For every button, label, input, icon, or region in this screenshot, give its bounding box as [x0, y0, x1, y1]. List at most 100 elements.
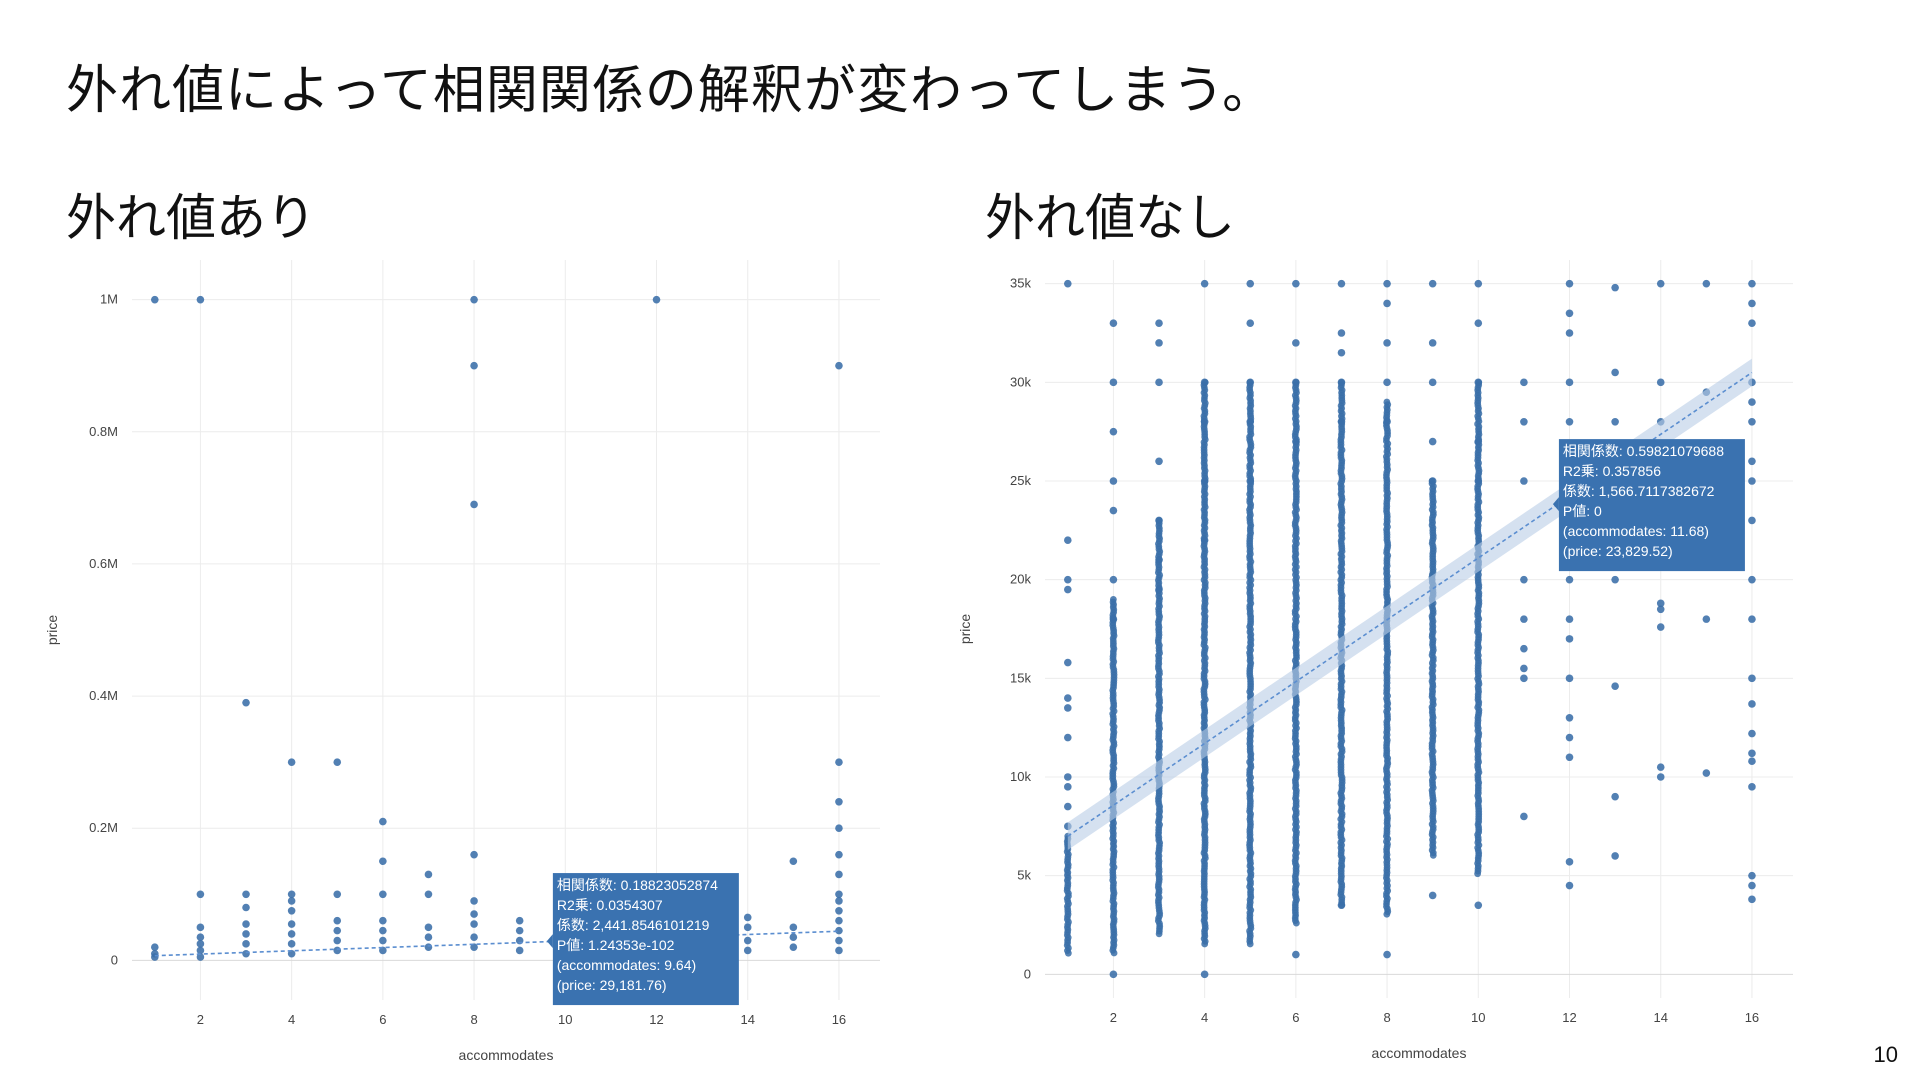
regression-tooltip: 相関係数: 0.59821079688 R2乗: 0.357856 係数: 1,56…	[1552, 439, 1745, 572]
x-tick-label: 10	[558, 1012, 572, 1027]
data-point	[1748, 299, 1756, 308]
panel-heading-without-outliers: 外れ値なし	[985, 189, 1235, 247]
data-point	[1520, 418, 1528, 426]
x-tick-label: 6	[1292, 1010, 1299, 1025]
data-point	[287, 897, 296, 905]
data-point	[1656, 605, 1665, 614]
data-point	[1200, 279, 1209, 288]
data-point	[1474, 279, 1483, 288]
data-point	[1565, 881, 1574, 890]
x-tick-label: 10	[1471, 1010, 1485, 1025]
data-point	[1155, 319, 1163, 327]
data-point	[424, 923, 433, 932]
data-point	[1200, 970, 1209, 979]
data-point	[835, 946, 843, 955]
data-point	[196, 923, 205, 932]
data-point	[515, 946, 524, 955]
data-point	[287, 758, 296, 766]
data-point	[1565, 329, 1574, 337]
data-point	[835, 870, 843, 879]
data-point	[379, 857, 387, 866]
y-tick-label: 20k	[1010, 572, 1031, 587]
data-point	[1520, 644, 1528, 653]
data-point	[789, 943, 798, 951]
data-point	[1565, 615, 1574, 623]
data-point	[1064, 704, 1072, 712]
data-point	[1748, 674, 1756, 683]
data-point	[1565, 575, 1574, 584]
data-point	[333, 946, 342, 955]
x-tick-label: 16	[1745, 1010, 1759, 1025]
data-point	[1064, 733, 1072, 742]
data-point	[1611, 682, 1619, 691]
data-point	[151, 943, 159, 951]
data-point	[835, 936, 843, 945]
data-point	[1064, 783, 1072, 791]
data-point	[1337, 901, 1346, 910]
tooltip-line: 相関係数: 0.18823052874	[557, 877, 718, 893]
x-tick-label: 2	[1110, 1010, 1117, 1025]
data-point	[1748, 398, 1756, 406]
data-point	[789, 933, 798, 942]
data-point	[1474, 477, 1483, 485]
data-point	[470, 897, 478, 905]
data-point	[287, 920, 296, 928]
tooltip-pointer	[546, 934, 553, 949]
data-point	[1200, 536, 1209, 545]
data-point	[1748, 783, 1756, 791]
data-point	[470, 943, 478, 951]
data-point	[196, 940, 205, 948]
data-point	[287, 890, 296, 899]
x-axis-title: accommodates	[1372, 1045, 1467, 1061]
data-point	[1565, 753, 1574, 762]
data-point	[1337, 279, 1346, 288]
data-point	[1748, 881, 1756, 890]
data-point	[1565, 674, 1574, 683]
data-point	[1428, 279, 1437, 288]
data-point	[1429, 852, 1437, 859]
tooltip-line: (price: 23,829.52)	[1563, 543, 1673, 559]
data-point	[287, 940, 296, 948]
tooltip-line: (accommodates: 9.64)	[557, 957, 696, 973]
data-point	[1474, 870, 1482, 878]
data-point	[1520, 575, 1528, 584]
data-point	[515, 916, 524, 925]
data-point	[1748, 757, 1756, 766]
data-point	[1474, 378, 1483, 387]
data-point	[1337, 378, 1346, 387]
data-point	[1565, 378, 1574, 387]
data-point	[1565, 418, 1574, 426]
x-tick-label: 14	[1653, 1010, 1667, 1025]
data-point	[835, 824, 843, 833]
data-point	[1656, 279, 1665, 288]
data-point	[1064, 585, 1072, 594]
x-tick-label: 6	[379, 1012, 386, 1027]
data-point	[1702, 615, 1711, 623]
data-point	[1611, 368, 1619, 377]
y-tick-label: 0.6M	[89, 556, 118, 571]
tooltip-line: (accommodates: 11.68)	[1563, 523, 1709, 539]
tooltip-box	[552, 873, 739, 1006]
data-point	[470, 500, 478, 509]
data-point	[1383, 339, 1391, 347]
data-point	[1656, 599, 1665, 608]
data-point	[1109, 615, 1118, 623]
data-point	[1748, 729, 1756, 738]
data-point	[1565, 713, 1574, 722]
data-point	[1383, 279, 1391, 288]
data-point	[1246, 477, 1255, 485]
y-axis-title: price	[957, 614, 973, 645]
scatter-chart-without-outliers: 2 4 6 8 10 12 14 16 0 5k 10k 15k 20k 25k 30k 35k accommo…	[957, 260, 1793, 1061]
data-point	[1748, 700, 1756, 708]
data-point	[835, 897, 843, 905]
data-point	[1428, 477, 1437, 485]
data-point	[1292, 279, 1300, 288]
data-point	[1246, 319, 1255, 327]
data-point	[1520, 664, 1528, 673]
data-point	[424, 870, 433, 879]
data-point	[1064, 949, 1072, 957]
data-point	[1200, 378, 1209, 387]
data-point	[379, 926, 387, 935]
regression-tooltip: 相関係数: 0.18823052874 R2乗: 0.0354307 係数: 2,4…	[546, 873, 739, 1006]
data-point	[1064, 279, 1072, 288]
